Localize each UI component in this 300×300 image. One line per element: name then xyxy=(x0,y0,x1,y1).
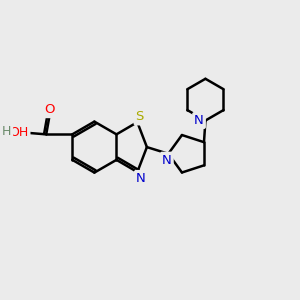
Text: N: N xyxy=(194,114,204,127)
Text: N: N xyxy=(162,154,172,166)
Text: OH: OH xyxy=(9,126,28,139)
Text: H: H xyxy=(2,125,11,138)
Text: O: O xyxy=(44,103,55,116)
Text: N: N xyxy=(136,172,146,185)
Text: S: S xyxy=(136,110,144,124)
